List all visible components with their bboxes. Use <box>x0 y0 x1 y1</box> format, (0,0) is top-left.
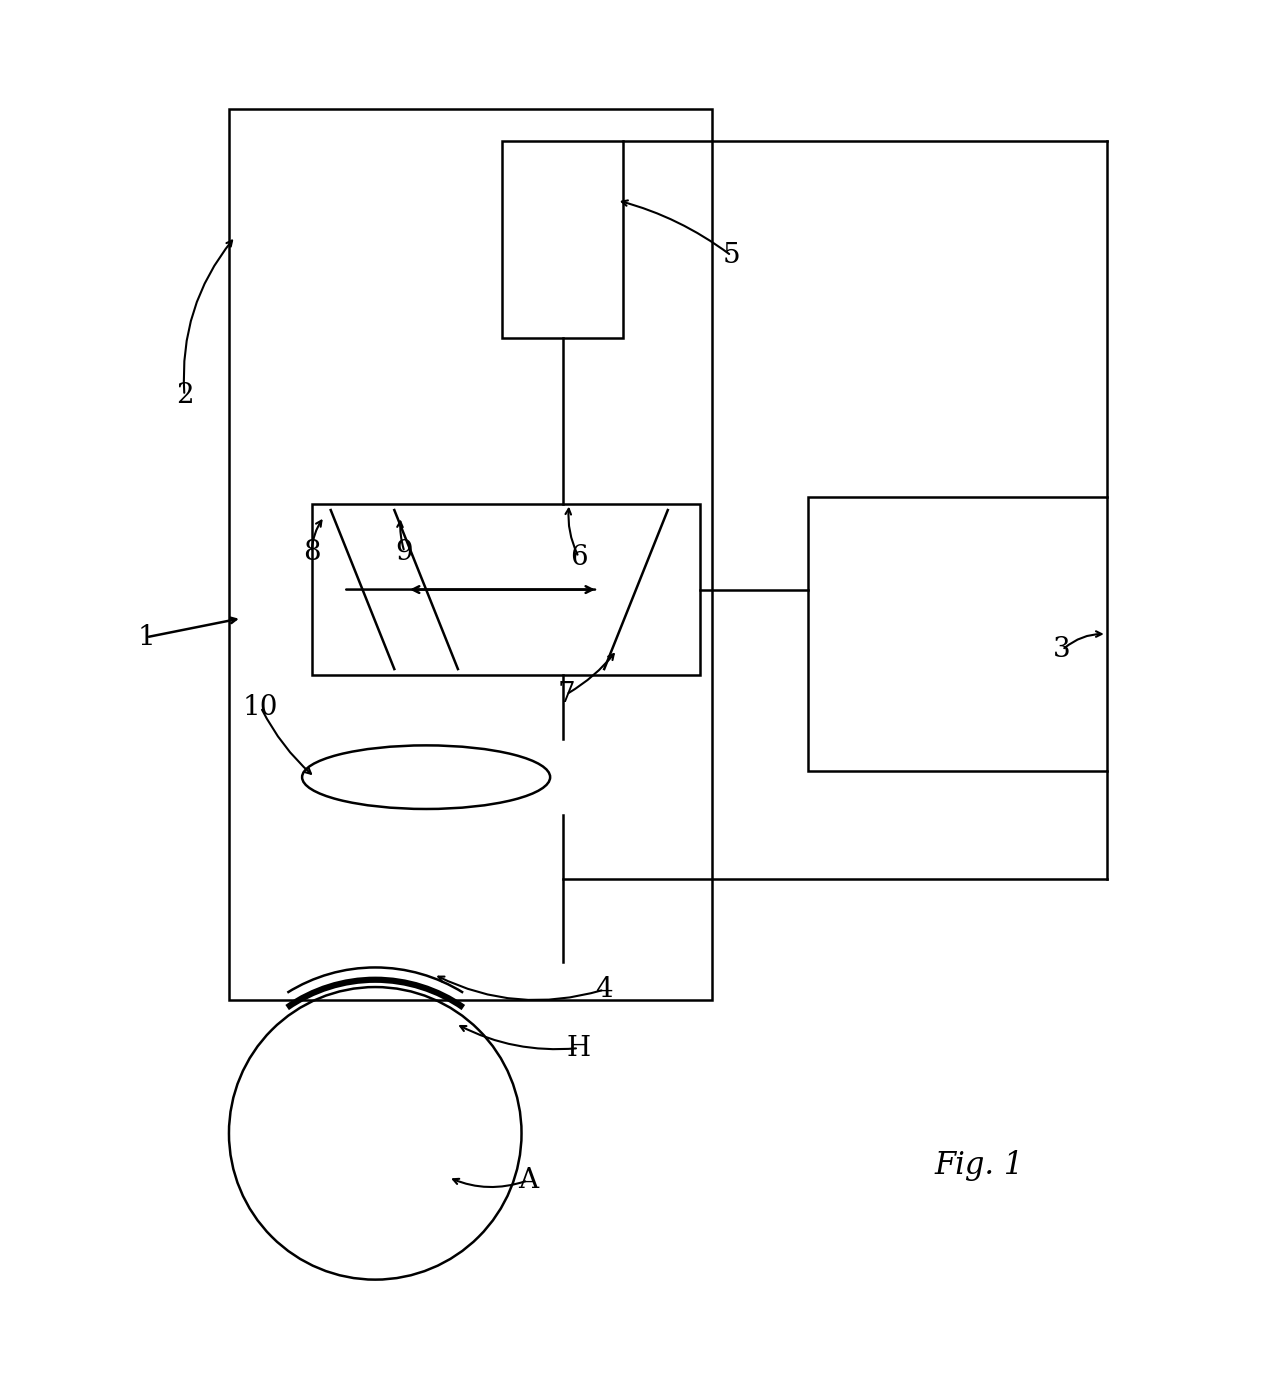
Bar <box>502 142 623 339</box>
Text: 8: 8 <box>303 539 321 565</box>
Text: H: H <box>567 1035 590 1061</box>
Text: Fig. 1: Fig. 1 <box>935 1150 1024 1181</box>
Text: 5: 5 <box>722 242 740 269</box>
Bar <box>312 504 700 675</box>
Text: 1: 1 <box>137 624 155 651</box>
Text: 4: 4 <box>595 976 613 1003</box>
Text: A: A <box>518 1167 538 1195</box>
Text: 9: 9 <box>396 539 413 565</box>
Bar <box>808 497 1107 771</box>
Text: 2: 2 <box>176 382 193 410</box>
Text: 3: 3 <box>1053 636 1071 664</box>
Text: 10: 10 <box>243 693 279 721</box>
Text: 7: 7 <box>557 681 575 708</box>
Bar <box>229 110 712 1000</box>
Text: 6: 6 <box>570 543 588 571</box>
